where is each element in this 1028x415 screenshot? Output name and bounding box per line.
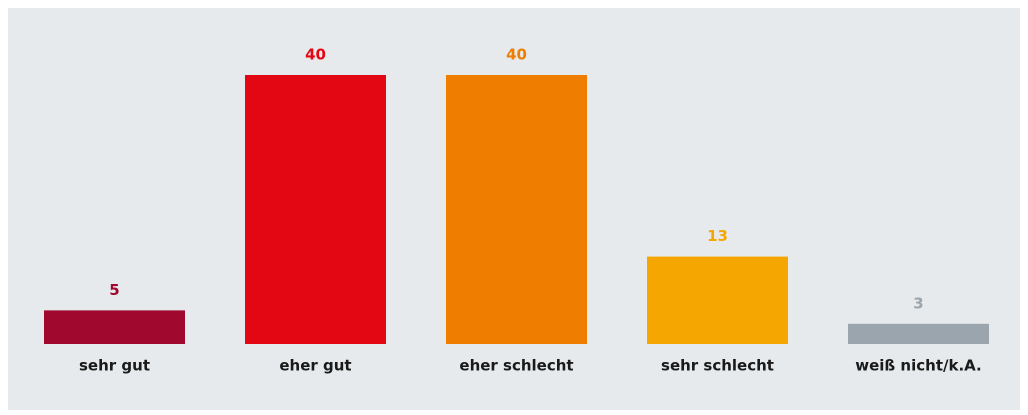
- value-label: 40: [506, 46, 527, 64]
- value-label: 3: [913, 294, 923, 312]
- category-label: eher gut: [279, 357, 351, 375]
- bar: [446, 75, 587, 344]
- value-label: 5: [109, 281, 119, 299]
- bar: [245, 75, 386, 344]
- category-label: sehr schlecht: [661, 357, 774, 375]
- value-label: 13: [707, 227, 728, 245]
- category-label: eher schlecht: [459, 357, 573, 375]
- category-label: weiß nicht/k.A.: [855, 357, 981, 375]
- bar: [647, 256, 788, 344]
- value-label: 40: [305, 46, 326, 64]
- bar: [848, 323, 989, 344]
- category-label: sehr gut: [79, 357, 150, 375]
- bar: [44, 310, 185, 344]
